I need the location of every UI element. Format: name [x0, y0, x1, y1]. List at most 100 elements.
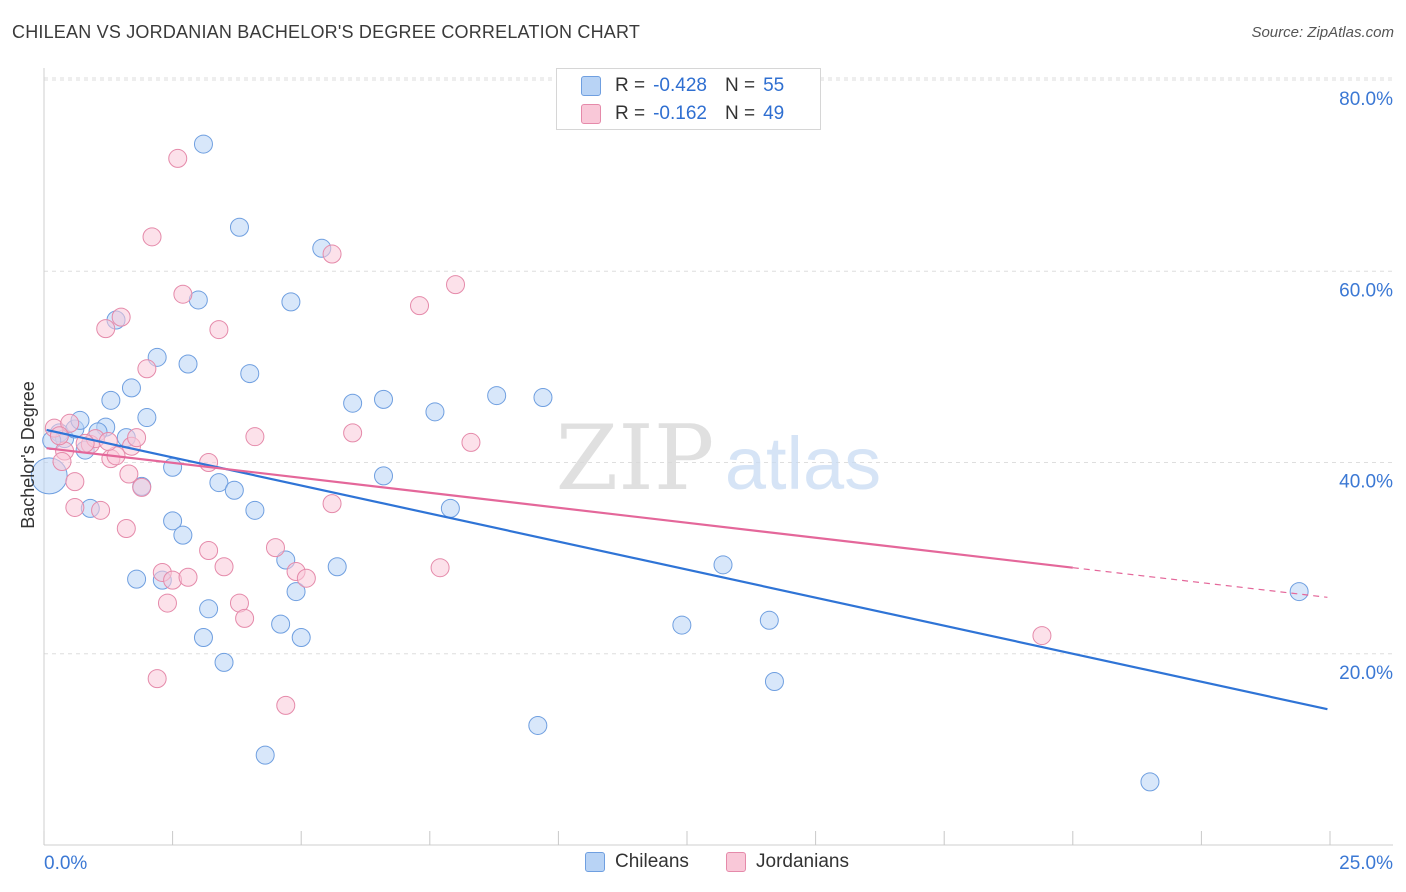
jordanians-point	[137, 359, 157, 379]
n-label: N =	[724, 103, 756, 124]
chileans-point	[291, 627, 311, 647]
chileans-point	[178, 354, 198, 374]
jordanians-trend-line	[46, 447, 1073, 569]
legend-item-jordanians[interactable]: Jordanians	[726, 851, 849, 873]
jordanians-point	[446, 275, 466, 295]
watermark-zip: ZIP	[556, 406, 715, 511]
r-value: -0.428	[653, 75, 707, 96]
x-tick-label: 0.0%	[44, 853, 87, 874]
chileans-point	[163, 511, 183, 531]
jordanians-point	[163, 570, 183, 590]
jordanians-legend-swatch	[726, 852, 746, 872]
chileans-point	[672, 615, 692, 635]
stats-legend: R = -0.428 N = 55 R = -0.162 N = 49	[556, 68, 821, 130]
jordanians-point	[49, 426, 69, 446]
stats-row-jordanians: R = -0.162 N = 49	[581, 100, 784, 128]
chileans-point	[229, 217, 249, 237]
jordanians-point	[322, 494, 342, 514]
jordanians-point	[199, 540, 219, 560]
n-value: 55	[763, 75, 785, 96]
chileans-point	[425, 402, 445, 422]
jordanians-point	[96, 319, 116, 339]
chileans-point	[193, 134, 213, 154]
r-value: -0.162	[653, 103, 707, 124]
jordanians-point	[52, 452, 72, 472]
chileans-point	[245, 500, 265, 520]
jordanians-point	[410, 296, 430, 316]
chileans-point	[374, 389, 394, 409]
chart-source: Source: ZipAtlas.com	[1251, 24, 1394, 41]
series-legend: Chileans Jordanians	[0, 851, 1406, 877]
jordanians-point	[116, 518, 136, 538]
jordanians-point	[322, 244, 342, 264]
jordanians-point	[91, 500, 111, 520]
chileans-point	[240, 364, 260, 384]
chileans-point	[286, 582, 306, 602]
jordanians-point	[245, 427, 265, 447]
chileans-point	[101, 390, 121, 410]
n-value: 49	[763, 103, 785, 124]
jordanians-point	[209, 320, 229, 340]
chileans-point	[199, 599, 219, 619]
legend-label-chileans: Chileans	[615, 851, 689, 872]
jordanians-point	[1032, 626, 1052, 646]
jordanians-point	[132, 477, 152, 497]
legend-item-chileans[interactable]: Chileans	[585, 851, 689, 873]
chileans-point	[533, 387, 553, 407]
jordanians-point	[178, 567, 198, 587]
data-points	[30, 134, 1309, 792]
jordanians-point	[430, 558, 450, 578]
legend-label-jordanians: Jordanians	[756, 851, 849, 872]
chileans-point	[173, 525, 193, 545]
chileans-point	[528, 715, 548, 735]
jordanians-point	[343, 423, 363, 443]
jordanians-point	[168, 148, 188, 168]
r-label: R =	[615, 103, 646, 124]
n-label: N =	[724, 75, 756, 96]
chileans-point	[137, 408, 157, 428]
y-tick-label: 60.0%	[1339, 280, 1393, 301]
jordanians-point	[119, 464, 139, 484]
chileans-point	[1140, 772, 1160, 792]
y-tick-label: 20.0%	[1339, 663, 1393, 684]
trend-lines	[46, 428, 1328, 711]
y-axis-label: Bachelor's Degree	[18, 381, 38, 529]
watermark: ZIP atlas	[556, 406, 881, 511]
chileans-point	[487, 386, 507, 406]
jordanians-point	[157, 593, 177, 613]
jordanians-point	[173, 284, 193, 304]
chileans-swatch	[581, 76, 601, 96]
chileans-point	[224, 480, 244, 500]
stats-row-chileans: R = -0.428 N = 55	[581, 72, 784, 100]
jordanians-point	[296, 568, 316, 588]
chileans-point	[1289, 582, 1309, 602]
chileans-point	[271, 614, 291, 634]
jordanians-point	[65, 497, 85, 517]
jordanians-point	[111, 307, 131, 327]
chileans-point	[121, 378, 141, 398]
axes: 20.0% 40.0% 60.0% 80.0% 0.0% 25.0%	[43, 68, 1393, 874]
jordanians-point	[147, 669, 167, 689]
chileans-point	[209, 473, 229, 493]
chileans-point	[281, 292, 301, 312]
chileans-point	[343, 393, 363, 413]
chileans-point	[127, 569, 147, 589]
chileans-point	[759, 610, 779, 630]
chileans-legend-swatch	[585, 852, 605, 872]
chileans-point	[163, 457, 183, 477]
jordanians-point	[60, 413, 80, 433]
chileans-point	[440, 498, 460, 518]
x-tick-label: 25.0%	[1339, 853, 1393, 874]
chileans-point	[327, 557, 347, 577]
chileans-point	[764, 671, 784, 691]
jordanians-point	[142, 227, 162, 247]
chileans-point	[374, 466, 394, 486]
jordanians-point	[127, 428, 147, 448]
jordanians-point	[276, 695, 296, 715]
jordanians-trend-extension	[1072, 567, 1328, 598]
r-label: R =	[615, 75, 646, 96]
chileans-point	[214, 652, 234, 672]
y-tick-label: 80.0%	[1339, 89, 1393, 110]
chileans-point	[255, 745, 275, 765]
